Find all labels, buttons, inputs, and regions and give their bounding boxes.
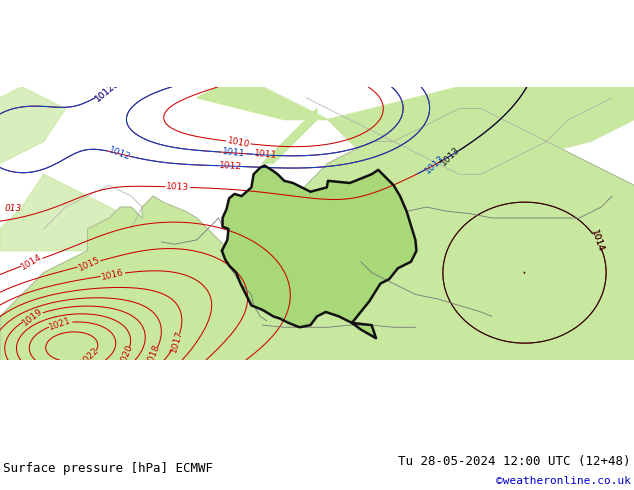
Text: 1016: 1016	[101, 268, 125, 282]
Polygon shape	[0, 174, 131, 251]
Text: 1011: 1011	[222, 147, 245, 159]
Text: 1018: 1018	[145, 342, 162, 367]
Text: 1021: 1021	[48, 316, 72, 332]
Polygon shape	[0, 109, 634, 360]
Text: 1019: 1019	[20, 306, 44, 327]
Text: ©weatheronline.co.uk: ©weatheronline.co.uk	[496, 476, 631, 487]
Text: 1011: 1011	[254, 149, 277, 160]
Text: Surface pressure [hPa] ECMWF: Surface pressure [hPa] ECMWF	[3, 462, 213, 475]
Text: 1013: 1013	[166, 182, 190, 192]
Text: Tu 28-05-2024 12:00 UTC (12+48): Tu 28-05-2024 12:00 UTC (12+48)	[398, 456, 631, 468]
Text: 1017: 1017	[169, 329, 184, 354]
Text: 1022: 1022	[77, 345, 100, 368]
Text: 1012: 1012	[107, 146, 131, 162]
Text: 1014: 1014	[590, 229, 605, 253]
Text: 013: 013	[4, 204, 22, 214]
Polygon shape	[222, 166, 417, 338]
Polygon shape	[0, 87, 65, 163]
Text: 1010: 1010	[226, 136, 250, 149]
Text: 1013: 1013	[423, 154, 446, 176]
Text: 1013: 1013	[439, 145, 462, 167]
Text: 1014: 1014	[20, 252, 44, 272]
Text: 1012: 1012	[93, 82, 117, 103]
Text: 1020: 1020	[117, 343, 134, 367]
Text: 1014: 1014	[590, 229, 605, 253]
Text: 1012: 1012	[219, 161, 242, 171]
Text: 1012: 1012	[93, 82, 117, 103]
Text: 1015: 1015	[77, 255, 101, 273]
Polygon shape	[262, 109, 317, 163]
Polygon shape	[197, 76, 634, 185]
